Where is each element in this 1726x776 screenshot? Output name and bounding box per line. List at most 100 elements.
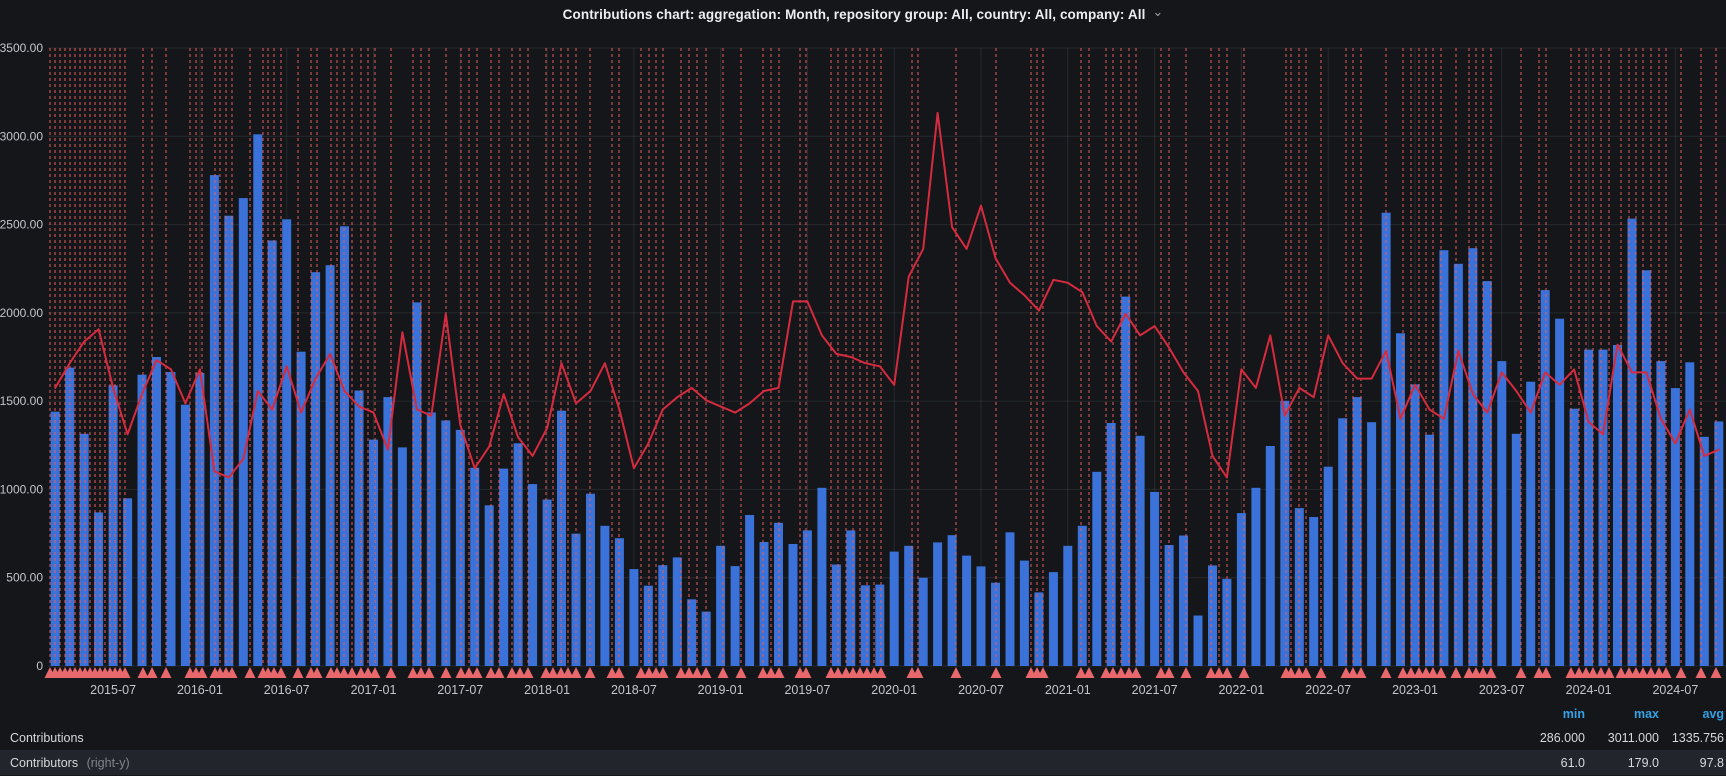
bar[interactable] <box>875 584 885 666</box>
annotation-triangle-icon[interactable] <box>584 667 596 678</box>
chevron-down-icon[interactable]: ⌄ <box>1152 4 1164 19</box>
bar[interactable] <box>50 411 60 666</box>
bar[interactable] <box>759 542 769 666</box>
annotation-triangle-icon[interactable] <box>1630 667 1642 678</box>
annotation-triangle-icon[interactable] <box>691 667 703 678</box>
bar[interactable] <box>687 599 697 666</box>
bar[interactable] <box>586 493 595 666</box>
bar[interactable] <box>1396 333 1405 666</box>
series-toggle-contributors[interactable]: Contributors <box>10 755 79 770</box>
annotation-triangle-icon[interactable] <box>868 667 880 678</box>
bar[interactable] <box>123 498 133 666</box>
bar[interactable] <box>79 433 89 666</box>
bar[interactable] <box>441 420 451 666</box>
annotation-triangle-icon[interactable] <box>196 667 208 678</box>
annotation-triangle-icon[interactable] <box>385 667 397 678</box>
bar[interactable] <box>600 525 610 666</box>
annotation-triangle-icon[interactable] <box>1347 667 1359 678</box>
annotation-triangle-icon[interactable] <box>506 667 518 678</box>
annotation-triangle-icon[interactable] <box>407 667 419 678</box>
bar[interactable] <box>296 351 306 666</box>
bar[interactable] <box>1569 408 1579 666</box>
annotation-triangle-icon[interactable] <box>1533 667 1545 678</box>
bar[interactable] <box>1453 263 1463 666</box>
bar[interactable] <box>1656 361 1666 666</box>
bar[interactable] <box>1135 435 1145 666</box>
annotation-triangle-icon[interactable] <box>514 667 526 678</box>
bar[interactable] <box>513 443 523 666</box>
annotation-markers[interactable] <box>44 667 1722 678</box>
bar[interactable] <box>354 390 364 667</box>
legend-col-min[interactable]: min <box>1562 707 1585 721</box>
bar[interactable] <box>1584 349 1594 666</box>
annotation-triangle-icon[interactable] <box>562 667 574 678</box>
annotation-triangle-icon[interactable] <box>570 667 582 678</box>
bar[interactable] <box>180 404 190 666</box>
annotation-triangle-icon[interactable] <box>1427 667 1439 678</box>
bar[interactable] <box>1294 508 1304 666</box>
bar[interactable] <box>1555 318 1565 666</box>
annotation-triangle-icon[interactable] <box>1285 667 1297 678</box>
bar[interactable] <box>1193 615 1203 667</box>
bar[interactable] <box>1048 572 1058 666</box>
annotation-triangle-icon[interactable] <box>547 667 559 678</box>
bar[interactable] <box>1251 487 1261 666</box>
bar[interactable] <box>1425 434 1434 666</box>
bar[interactable] <box>1540 290 1550 666</box>
bar[interactable] <box>976 566 986 666</box>
bar[interactable] <box>1627 218 1637 666</box>
annotation-triangle-icon[interactable] <box>613 667 625 678</box>
annotation-triangle-icon[interactable] <box>463 667 475 678</box>
bar[interactable] <box>1106 423 1116 666</box>
bar[interactable] <box>962 555 972 666</box>
annotation-triangle-icon[interactable] <box>146 667 158 678</box>
annotation-triangle-icon[interactable] <box>268 667 280 678</box>
bar[interactable] <box>528 484 538 666</box>
annotation-triangle-icon[interactable] <box>1595 667 1607 678</box>
annotation-triangle-icon[interactable] <box>643 667 655 678</box>
annotation-triangle-icon[interactable] <box>1293 667 1305 678</box>
chart-area[interactable]: 0 500.00 1000.00 1500.00 2000.00 2500.00 3000.… <box>0 0 1726 700</box>
bar[interactable] <box>1005 532 1015 666</box>
annotation-triangle-icon[interactable] <box>226 667 238 678</box>
bar[interactable] <box>224 215 234 666</box>
annotation-triangle-icon[interactable] <box>825 667 837 678</box>
bar[interactable] <box>817 487 827 666</box>
bar[interactable] <box>1685 362 1695 666</box>
annotation-triangle-icon[interactable] <box>1435 667 1447 678</box>
annotation-triangle-icon[interactable] <box>875 667 887 678</box>
annotation-triangle-icon[interactable] <box>1107 667 1119 678</box>
annotation-triangle-icon[interactable] <box>540 667 552 678</box>
annotation-triangle-icon[interactable] <box>338 667 350 678</box>
bar[interactable] <box>1179 535 1188 667</box>
annotation-triangle-icon[interactable] <box>757 667 769 678</box>
bar[interactable] <box>947 535 957 666</box>
annotation-triangle-icon[interactable] <box>735 667 747 678</box>
annotation-triangle-icon[interactable] <box>311 667 323 678</box>
annotation-triangle-icon[interactable] <box>1355 667 1367 678</box>
annotation-triangle-icon[interactable] <box>1100 667 1112 678</box>
annotation-triangle-icon[interactable] <box>1463 667 1475 678</box>
bar[interactable] <box>94 512 104 666</box>
annotation-triangle-icon[interactable] <box>555 667 567 678</box>
annotation-triangle-icon[interactable] <box>522 667 534 678</box>
bar[interactable] <box>933 542 943 666</box>
bar[interactable] <box>137 374 147 666</box>
annotation-triangle-icon[interactable] <box>773 667 785 678</box>
bar[interactable] <box>557 410 566 666</box>
bar[interactable] <box>1092 471 1102 666</box>
annotation-triangle-icon[interactable] <box>1637 667 1649 678</box>
annotation-triangle-icon[interactable] <box>244 667 256 678</box>
annotation-triangle-icon[interactable] <box>1653 667 1665 678</box>
annotation-triangle-icon[interactable] <box>1695 667 1707 678</box>
annotation-triangle-icon[interactable] <box>1300 667 1312 678</box>
bar[interactable] <box>1019 560 1029 666</box>
bar[interactable] <box>918 577 928 666</box>
annotation-triangle-icon[interactable] <box>1515 667 1527 678</box>
bar[interactable] <box>311 272 321 666</box>
bar[interactable] <box>369 439 378 666</box>
annotation-triangle-icon[interactable] <box>1615 667 1627 678</box>
bar[interactable] <box>412 302 422 666</box>
series-toggle-contributions[interactable]: Contributions <box>10 731 84 745</box>
annotation-triangle-icon[interactable] <box>635 667 647 678</box>
